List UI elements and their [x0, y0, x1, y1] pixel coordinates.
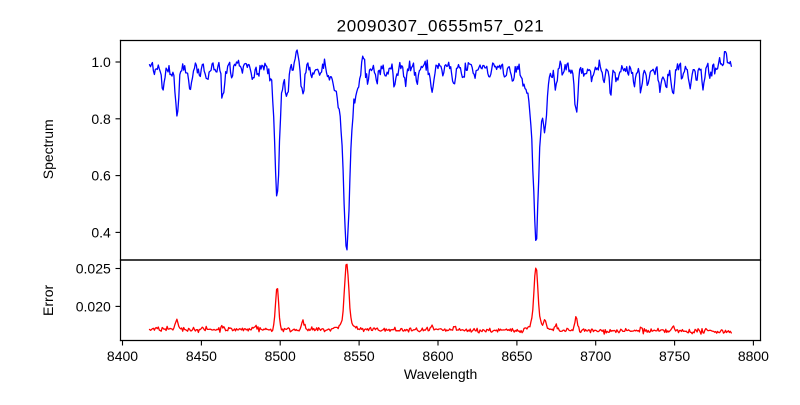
- svg-text:0.6: 0.6: [91, 168, 111, 184]
- svg-text:0.4: 0.4: [91, 224, 111, 240]
- svg-text:8500: 8500: [265, 348, 296, 364]
- svg-text:1.0: 1.0: [91, 54, 111, 70]
- svg-text:0.8: 0.8: [91, 111, 111, 127]
- svg-text:Error: Error: [40, 285, 56, 316]
- svg-text:0.020: 0.020: [76, 298, 111, 314]
- svg-text:20090307_0655m57_021: 20090307_0655m57_021: [337, 17, 545, 36]
- svg-text:8400: 8400: [107, 348, 138, 364]
- svg-text:Spectrum: Spectrum: [40, 119, 56, 179]
- svg-text:8750: 8750: [659, 348, 690, 364]
- svg-text:8450: 8450: [186, 348, 217, 364]
- svg-text:8700: 8700: [580, 348, 611, 364]
- svg-text:8550: 8550: [344, 348, 375, 364]
- svg-text:8800: 8800: [738, 348, 769, 364]
- svg-text:Wavelength: Wavelength: [404, 366, 477, 382]
- svg-text:8650: 8650: [501, 348, 532, 364]
- svg-text:8600: 8600: [422, 348, 453, 364]
- svg-text:0.025: 0.025: [76, 261, 111, 277]
